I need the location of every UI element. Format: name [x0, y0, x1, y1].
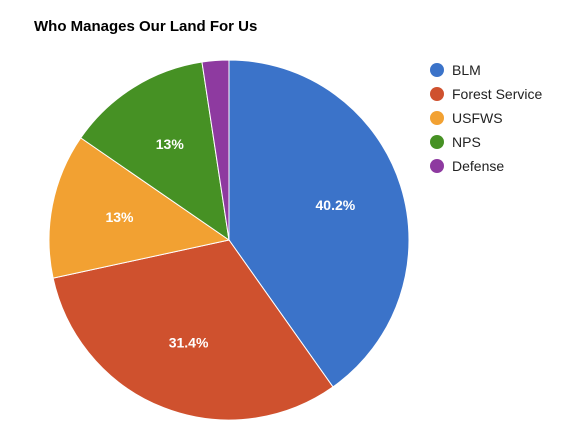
legend-item-nps[interactable]: NPS: [430, 130, 542, 154]
legend-swatch-defense: [430, 159, 444, 173]
legend-swatch-blm: [430, 63, 444, 77]
pie-slice-blm[interactable]: [228, 59, 410, 388]
slice-label-usfws: 13%: [105, 209, 134, 225]
legend-item-forest-service[interactable]: Forest Service: [430, 82, 542, 106]
chart-title: Who Manages Our Land For Us: [34, 18, 258, 35]
legend-item-defense[interactable]: Defense: [430, 154, 542, 178]
legend: BLM Forest Service USFWS NPS Defense: [430, 58, 542, 178]
legend-label-forest-service: Forest Service: [452, 86, 543, 102]
legend-swatch-nps: [430, 135, 444, 149]
pie-slice-defense[interactable]: [201, 59, 230, 241]
pie-slice-forest-service[interactable]: [52, 239, 334, 421]
legend-item-blm[interactable]: BLM: [430, 58, 542, 82]
legend-label-nps: NPS: [452, 134, 481, 150]
pie-slice-nps[interactable]: [80, 61, 230, 242]
legend-label-defense: Defense: [452, 158, 505, 174]
legend-label-blm: BLM: [452, 62, 481, 78]
legend-label-usfws: USFWS: [452, 110, 503, 126]
legend-item-usfws[interactable]: USFWS: [430, 106, 542, 130]
legend-swatch-forest-service: [430, 87, 444, 101]
slice-label-nps: 13%: [156, 136, 185, 152]
slice-label-blm: 40.2%: [316, 197, 356, 213]
slice-label-forest-service: 31.4%: [169, 335, 209, 351]
legend-swatch-usfws: [430, 111, 444, 125]
pie-slice-usfws[interactable]: [48, 137, 231, 279]
